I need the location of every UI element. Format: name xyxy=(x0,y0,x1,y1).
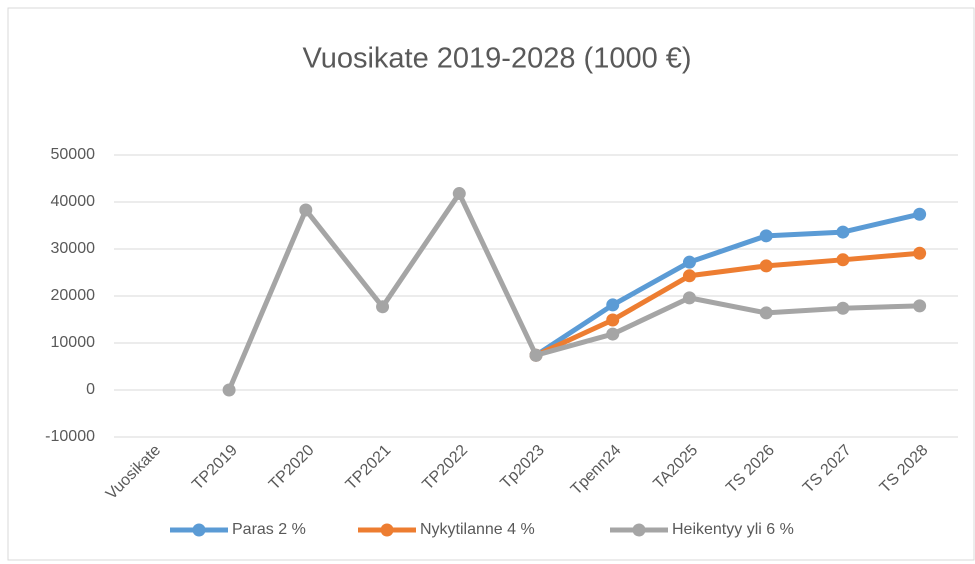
y-tick-label: -10000 xyxy=(45,428,95,445)
y-tick-label: 0 xyxy=(86,381,95,398)
data-point xyxy=(682,269,696,283)
data-point xyxy=(529,348,543,362)
data-point xyxy=(606,298,620,312)
data-point xyxy=(913,207,927,221)
data-point xyxy=(222,383,236,397)
y-tick-label: 40000 xyxy=(51,193,96,210)
data-point xyxy=(913,299,927,313)
y-tick-label: 10000 xyxy=(51,334,96,351)
y-tick-label: 30000 xyxy=(51,240,96,257)
y-tick-label: 20000 xyxy=(51,287,96,304)
series-line xyxy=(533,211,923,358)
y-tick-label: 50000 xyxy=(51,146,96,163)
data-point xyxy=(682,291,696,305)
data-point xyxy=(376,300,390,314)
data-point xyxy=(836,225,850,239)
legend-marker xyxy=(632,523,646,537)
data-point xyxy=(836,253,850,267)
data-point xyxy=(759,259,773,273)
data-point xyxy=(682,255,696,269)
series-line xyxy=(533,250,923,358)
data-point xyxy=(452,187,466,201)
data-point xyxy=(836,301,850,315)
chart-title: Vuosikate 2019-2028 (1000 €) xyxy=(302,43,691,75)
data-point xyxy=(299,203,313,217)
legend-marker xyxy=(380,523,394,537)
data-point xyxy=(913,246,927,260)
legend-marker xyxy=(192,523,206,537)
chart-border xyxy=(7,7,975,561)
legend-label: Heikentyy yli 6 % xyxy=(672,521,794,538)
series-line xyxy=(226,191,923,393)
legend-label: Nykytilanne 4 % xyxy=(420,521,535,538)
data-point xyxy=(606,327,620,341)
data-point xyxy=(759,229,773,243)
data-point xyxy=(759,306,773,320)
legend-label: Paras 2 % xyxy=(232,521,306,538)
data-point xyxy=(606,313,620,327)
